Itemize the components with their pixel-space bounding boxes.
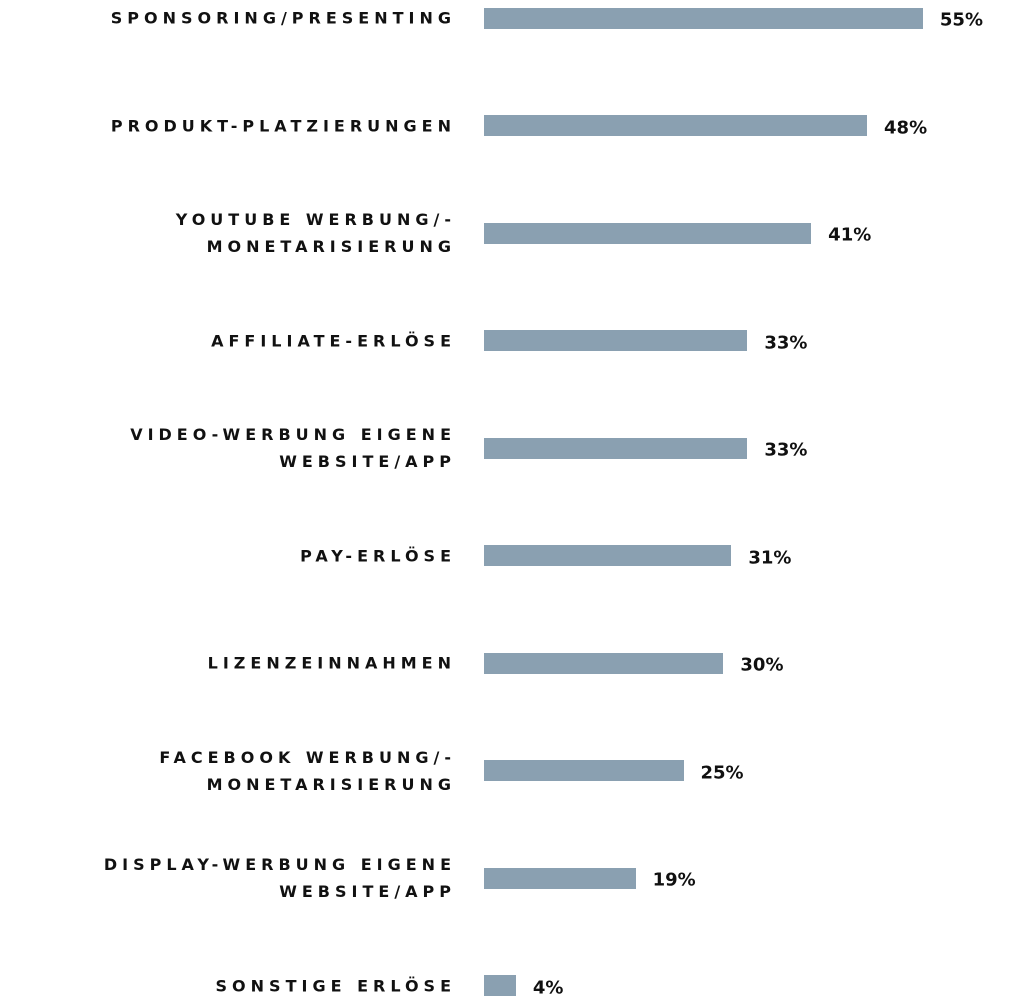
value-label: 25% [700,762,744,783]
category-label: SONSTIGE ERLÖSE [215,976,456,995]
category-label: YOUTUBE WERBUNG/- MONETARISIERUNG [175,210,456,256]
category-label: AFFILIATE-ERLÖSE [211,331,456,350]
category-label: FACEBOOK WERBUNG/- MONETARISIERUNG [159,747,456,794]
bar [484,652,724,674]
bar [484,545,732,566]
category-label: VIDEO-WERBUNG EIGENE WEBSITE/APP [130,425,456,471]
value-label: 33% [764,332,808,353]
bar [484,867,636,889]
bar [484,7,923,29]
bar [484,975,516,996]
category-label: PAY-ERLÖSE [300,546,456,565]
value-label: 30% [740,654,784,676]
bar [484,222,812,244]
bar [484,330,748,351]
value-label: 55% [939,9,983,31]
value-label: 4% [532,977,564,998]
value-label: 31% [748,547,792,568]
value-label: 48% [884,117,928,138]
value-label: 41% [828,224,872,246]
bar [484,437,748,459]
category-label: PRODUKT-PLATZIERUNGEN [110,116,456,135]
bar [484,115,868,136]
bar [484,760,684,781]
value-label: 33% [764,439,808,461]
category-label: LIZENZEINNAHMEN [207,653,456,673]
value-label: 19% [652,869,696,891]
category-label: DISPLAY-WERBUNG EIGENE WEBSITE/APP [103,855,456,901]
category-label: SPONSORING/PRESENTING [110,8,456,28]
